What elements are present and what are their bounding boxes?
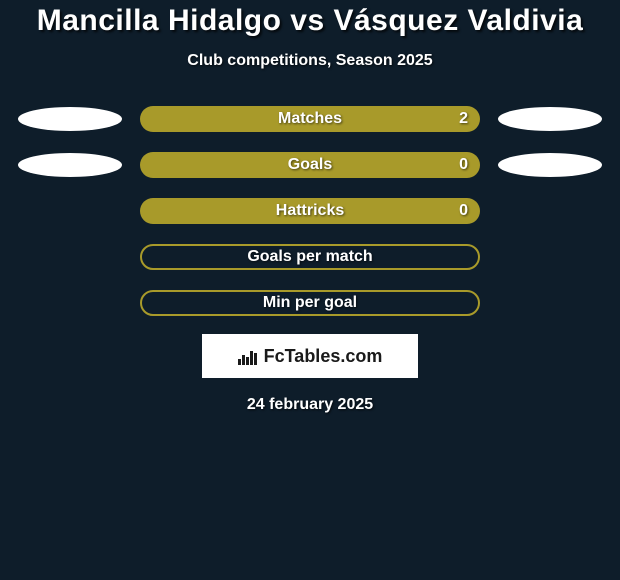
stat-bar: Hattricks 0 — [140, 198, 480, 224]
stat-bar: Matches 2 — [140, 106, 480, 132]
stat-bar: Goals per match — [140, 244, 480, 270]
chart-icon — [238, 347, 260, 365]
stat-rows: Matches 2 Goals 0 Hattricks 0 Goals per match M… — [0, 106, 620, 316]
left-ellipse — [18, 107, 122, 131]
subtitle: Club competitions, Season 2025 — [187, 52, 432, 70]
page-title: Mancilla Hidalgo vs Vásquez Valdivia — [37, 4, 584, 38]
stat-bar: Min per goal — [140, 290, 480, 316]
stat-value: 2 — [459, 110, 468, 128]
stat-row: Matches 2 — [0, 106, 620, 132]
stat-label: Goals — [288, 156, 332, 174]
stat-value: 0 — [459, 202, 468, 220]
stat-label: Min per goal — [263, 294, 357, 312]
stat-value: 0 — [459, 156, 468, 174]
logo-box: FcTables.com — [202, 334, 418, 378]
right-ellipse — [498, 107, 602, 131]
stat-label: Hattricks — [276, 202, 344, 220]
logo-text: FcTables.com — [264, 346, 383, 367]
stat-row: Goals per match — [0, 244, 620, 270]
right-ellipse — [498, 153, 602, 177]
stat-row: Hattricks 0 — [0, 198, 620, 224]
stat-label: Matches — [278, 110, 342, 128]
stat-row: Goals 0 — [0, 152, 620, 178]
stat-row: Min per goal — [0, 290, 620, 316]
infographic-container: Mancilla Hidalgo vs Vásquez Valdivia Clu… — [0, 0, 620, 414]
left-ellipse — [18, 153, 122, 177]
stat-label: Goals per match — [247, 248, 372, 266]
stat-bar: Goals 0 — [140, 152, 480, 178]
date-text: 24 february 2025 — [247, 396, 373, 414]
